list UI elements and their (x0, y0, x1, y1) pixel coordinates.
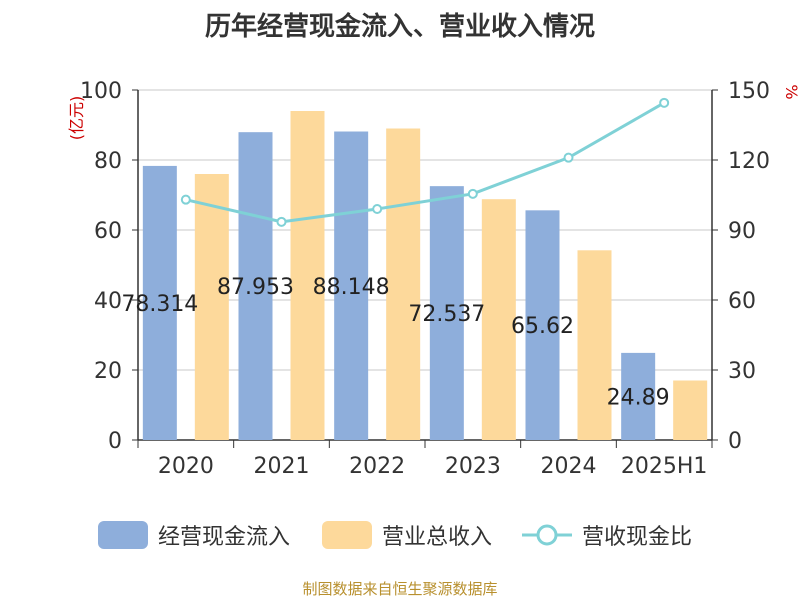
data-label-cash-inflow: 78.314 (121, 292, 198, 317)
x-tick-label: 2025H1 (621, 454, 708, 479)
bar-cash-inflow (334, 131, 369, 440)
legend-swatch-cash-inflow (98, 521, 148, 549)
legend-item-revenue[interactable]: 营业总收入 (322, 518, 492, 552)
line-ratio (185, 101, 665, 224)
y-right-tick-label: 0 (728, 429, 742, 454)
bar-cash-inflow (621, 352, 656, 440)
y-right-tick-label: 30 (728, 359, 756, 384)
data-label-cash-inflow: 72.537 (408, 302, 485, 327)
x-tick-label: 2020 (158, 454, 214, 479)
bar-cash-inflow (429, 186, 464, 440)
legend-label-cash-inflow: 经营现金流入 (158, 525, 291, 550)
y-left-tick-label: 60 (94, 219, 122, 244)
bar-revenue (577, 250, 612, 440)
y-left-tick-label: 40 (94, 289, 122, 314)
legend: 经营现金流入 营业总收入 营收现金比 (0, 518, 800, 552)
legend-item-cash-inflow[interactable]: 经营现金流入 (98, 518, 290, 552)
y-left-unit-label: (亿元) (67, 96, 86, 141)
line-ratio-point (276, 216, 287, 227)
x-tick-label: 2022 (349, 454, 405, 479)
bar-revenue (386, 128, 421, 440)
x-tick-label: 2024 (541, 454, 597, 479)
legend-swatch-ratio-icon (522, 524, 572, 546)
bar-cash-inflow (238, 132, 273, 441)
data-label-cash-inflow: 88.148 (313, 275, 390, 300)
legend-label-revenue: 营业总收入 (382, 525, 493, 550)
x-tick-label: 2021 (254, 454, 310, 479)
bar-revenue (673, 380, 708, 440)
bar-cash-inflow (525, 210, 560, 440)
data-source-note: 制图数据来自恒生聚源数据库 (302, 580, 498, 598)
x-tick-label: 2023 (445, 454, 501, 479)
data-label-cash-inflow: 65.62 (511, 314, 574, 339)
legend-swatch-revenue (322, 521, 372, 549)
y-right-tick-label: 150 (728, 79, 770, 104)
bar-revenue (290, 111, 325, 440)
y-right-tick-label: 90 (728, 219, 756, 244)
line-ratio-point (467, 188, 478, 199)
y-left-tick-label: 80 (94, 149, 122, 174)
bar-cash-inflow (142, 165, 177, 441)
line-ratio-point (563, 152, 574, 163)
y-right-tick-label: 120 (728, 149, 770, 174)
line-ratio-point (659, 97, 670, 108)
chart-title: 历年经营现金流入、营业收入情况 (204, 12, 595, 42)
legend-label-ratio: 营收现金比 (582, 525, 693, 550)
y-left-tick-label: 100 (80, 79, 122, 104)
line-ratio-point (372, 204, 383, 214)
y-right-tick-label: 60 (728, 289, 756, 314)
legend-item-ratio[interactable]: 营收现金比 (522, 518, 692, 552)
data-label-cash-inflow: 24.89 (607, 385, 670, 410)
y-right-unit-label: % (782, 84, 800, 99)
line-ratio-point (180, 194, 191, 205)
data-label-cash-inflow: 87.953 (217, 275, 294, 300)
bar-revenue (481, 199, 516, 440)
y-left-tick-label: 20 (94, 359, 122, 384)
y-left-tick-label: 0 (108, 429, 122, 454)
bar-revenue (194, 174, 229, 440)
